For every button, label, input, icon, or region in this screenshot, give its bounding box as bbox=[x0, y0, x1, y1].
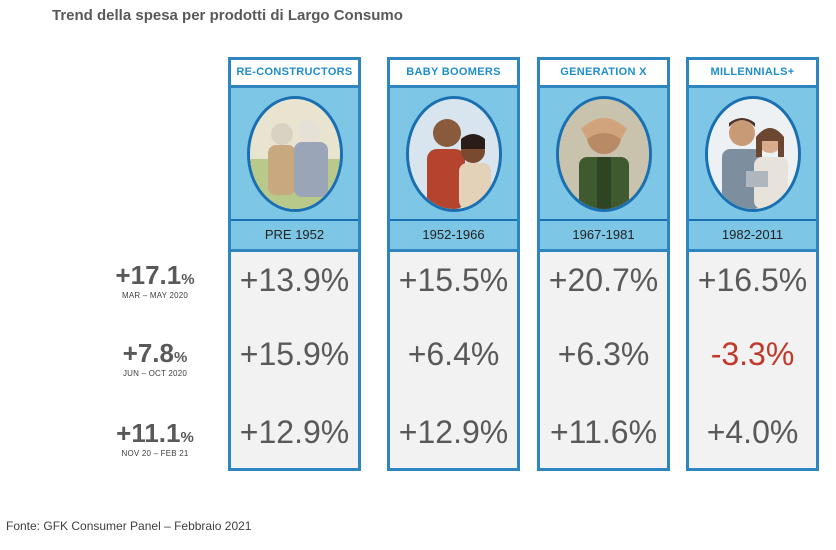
source-footnote: Fonte: GFK Consumer Panel – Febbraio 202… bbox=[6, 519, 252, 533]
chart-title: Trend della spesa per prodotti di Largo … bbox=[52, 7, 403, 24]
value-cell: +11.6% bbox=[549, 414, 658, 450]
row-pct: % bbox=[173, 349, 188, 366]
column-baby-boomers: BABY BOOMERS 1952-1966 +15.5% +6.4% +12.… bbox=[387, 57, 520, 471]
value-cell: +4.0% bbox=[706, 414, 799, 450]
value-cell: +6.3% bbox=[557, 336, 650, 372]
value-cell: +6.4% bbox=[407, 336, 500, 372]
values-panel: +20.7% +6.3% +11.6% bbox=[537, 252, 670, 471]
birth-years: 1982-2011 bbox=[689, 219, 816, 249]
values-panel: +16.5% -3.3% +4.0% bbox=[686, 252, 819, 471]
row-total: +11.1 bbox=[116, 418, 181, 448]
row-pct: % bbox=[181, 271, 195, 288]
row-period: NOV 20 – FEB 21 bbox=[121, 449, 189, 458]
column-header: GENERATION X bbox=[537, 57, 670, 88]
column-millennials: MILLENNIALS+ 1982-2011 +16.5% -3.3% +4.0… bbox=[686, 57, 819, 471]
photo-panel: 1952-1966 bbox=[387, 88, 520, 252]
value-cell: +15.9% bbox=[239, 336, 350, 372]
couple-photo bbox=[406, 96, 502, 212]
column-reconstructors: RE-CONSTRUCTORS PRE 1952 +13.9% +15.9% +… bbox=[228, 57, 361, 471]
row-period: JUN – OCT 2020 bbox=[122, 369, 187, 378]
value-cell: +12.9% bbox=[398, 414, 509, 450]
value-cell: +20.7% bbox=[548, 262, 659, 298]
value-cell: +15.5% bbox=[398, 262, 509, 298]
row-total: +7.8 bbox=[122, 338, 174, 368]
values-panel: +15.5% +6.4% +12.9% bbox=[387, 252, 520, 471]
row-period: MAR – MAY 2020 bbox=[121, 291, 189, 300]
value-cell: +16.5% bbox=[697, 262, 808, 298]
row-label-3: +11.1% NOV 20 – FEB 21 bbox=[80, 420, 230, 458]
column-header: RE-CONSTRUCTORS bbox=[228, 57, 361, 88]
value-cell: +12.9% bbox=[239, 414, 350, 450]
column-header: BABY BOOMERS bbox=[387, 57, 520, 88]
elderly-couple-photo bbox=[247, 96, 343, 212]
man-hands-on-head-photo bbox=[556, 96, 652, 212]
value-cell-negative: -3.3% bbox=[710, 336, 795, 372]
row-pct: % bbox=[180, 429, 194, 446]
birth-years: 1952-1966 bbox=[390, 219, 517, 249]
row-label-1: +17.1% MAR – MAY 2020 bbox=[80, 262, 230, 300]
photo-panel: 1982-2011 bbox=[686, 88, 819, 252]
row-label-2: +7.8% JUN – OCT 2020 bbox=[80, 340, 230, 378]
column-header: MILLENNIALS+ bbox=[686, 57, 819, 88]
photo-panel: PRE 1952 bbox=[228, 88, 361, 252]
values-panel: +13.9% +15.9% +12.9% bbox=[228, 252, 361, 471]
photo-panel: 1967-1981 bbox=[537, 88, 670, 252]
value-cell: +13.9% bbox=[239, 262, 350, 298]
birth-years: PRE 1952 bbox=[231, 219, 358, 249]
birth-years: 1967-1981 bbox=[540, 219, 667, 249]
young-couple-photo bbox=[705, 96, 801, 212]
row-total: +17.1 bbox=[115, 260, 182, 290]
column-generation-x: GENERATION X 1967-1981 +20.7% +6.3% +11.… bbox=[537, 57, 670, 471]
